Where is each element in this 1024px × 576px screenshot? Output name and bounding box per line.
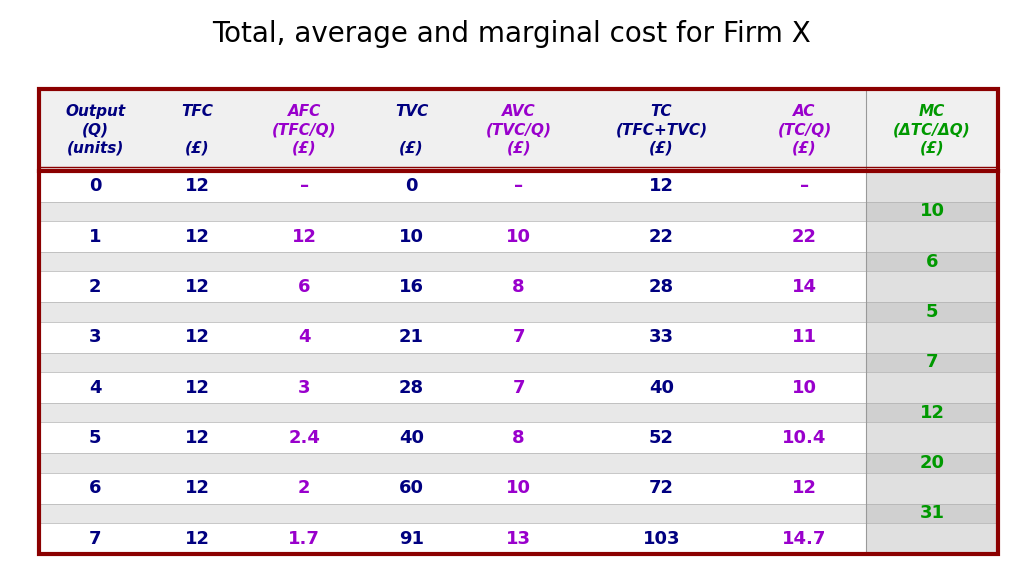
- Text: 28: 28: [649, 278, 674, 296]
- Text: 12: 12: [184, 278, 210, 296]
- Text: 13: 13: [506, 529, 531, 548]
- Text: 12: 12: [649, 177, 674, 195]
- Text: 52: 52: [649, 429, 674, 447]
- Text: Total, average and marginal cost for Firm X: Total, average and marginal cost for Fir…: [213, 20, 811, 48]
- Text: 12: 12: [184, 228, 210, 245]
- Text: 4: 4: [298, 328, 310, 346]
- Text: 12: 12: [184, 177, 210, 195]
- Text: 0: 0: [406, 177, 418, 195]
- Text: 40: 40: [649, 378, 674, 396]
- Text: 28: 28: [399, 378, 424, 396]
- Text: 1.7: 1.7: [289, 529, 321, 548]
- Text: TFC

(£): TFC (£): [181, 104, 213, 156]
- Text: 8: 8: [512, 429, 525, 447]
- Text: 10: 10: [792, 378, 817, 396]
- Text: TVC

(£): TVC (£): [395, 104, 428, 156]
- Text: 60: 60: [399, 479, 424, 497]
- Text: 7: 7: [89, 529, 101, 548]
- Text: –: –: [514, 177, 523, 195]
- Text: 5: 5: [926, 303, 938, 321]
- Text: AC
(TC/Q)
(£): AC (TC/Q) (£): [777, 104, 831, 156]
- Text: 6: 6: [89, 479, 101, 497]
- Text: 22: 22: [792, 228, 817, 245]
- Text: 12: 12: [184, 378, 210, 396]
- Text: 4: 4: [89, 378, 101, 396]
- Text: 2.4: 2.4: [289, 429, 321, 447]
- Text: Output
(Q)
(units): Output (Q) (units): [65, 104, 125, 156]
- Text: 14.7: 14.7: [782, 529, 826, 548]
- Text: 10.4: 10.4: [782, 429, 826, 447]
- Text: 16: 16: [399, 278, 424, 296]
- Text: 0: 0: [89, 177, 101, 195]
- Text: 7: 7: [512, 378, 525, 396]
- Text: 1: 1: [89, 228, 101, 245]
- Text: TC
(TFC+TVC)
(£): TC (TFC+TVC) (£): [615, 104, 708, 156]
- Text: 10: 10: [506, 228, 531, 245]
- Text: 10: 10: [506, 479, 531, 497]
- Text: 5: 5: [89, 429, 101, 447]
- Text: 6: 6: [298, 278, 310, 296]
- Text: 10: 10: [920, 202, 944, 221]
- Text: –: –: [800, 177, 809, 195]
- Text: 3: 3: [89, 328, 101, 346]
- Text: 2: 2: [298, 479, 310, 497]
- Text: MC
(ΔTC/ΔQ)
(£): MC (ΔTC/ΔQ) (£): [893, 104, 971, 156]
- Text: 20: 20: [920, 454, 944, 472]
- Text: 12: 12: [792, 479, 817, 497]
- Text: 72: 72: [649, 479, 674, 497]
- Text: 12: 12: [184, 429, 210, 447]
- Text: 11: 11: [792, 328, 817, 346]
- Text: 12: 12: [184, 479, 210, 497]
- Text: 6: 6: [926, 253, 938, 271]
- Text: 103: 103: [643, 529, 680, 548]
- Text: 8: 8: [512, 278, 525, 296]
- Text: 33: 33: [649, 328, 674, 346]
- Text: 91: 91: [399, 529, 424, 548]
- Text: 7: 7: [926, 353, 938, 372]
- Text: 10: 10: [399, 228, 424, 245]
- Text: 12: 12: [184, 328, 210, 346]
- Text: 40: 40: [399, 429, 424, 447]
- Text: 21: 21: [399, 328, 424, 346]
- Text: –: –: [300, 177, 309, 195]
- Text: 12: 12: [184, 529, 210, 548]
- Text: 22: 22: [649, 228, 674, 245]
- Text: AFC
(TFC/Q)
(£): AFC (TFC/Q) (£): [272, 104, 337, 156]
- Text: 7: 7: [512, 328, 525, 346]
- Text: 12: 12: [292, 228, 316, 245]
- Text: 14: 14: [792, 278, 817, 296]
- Text: AVC
(TVC/Q)
(£): AVC (TVC/Q) (£): [485, 104, 552, 156]
- Text: 31: 31: [920, 505, 944, 522]
- Text: 3: 3: [298, 378, 310, 396]
- Text: 12: 12: [920, 404, 944, 422]
- Text: 2: 2: [89, 278, 101, 296]
